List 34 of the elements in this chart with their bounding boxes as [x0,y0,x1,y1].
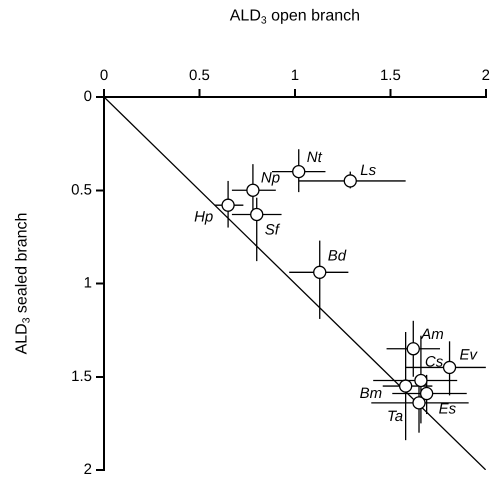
annotation: Cs [424,354,444,371]
annotation: Ev [460,346,479,364]
annotation: Am [420,326,444,343]
point [344,174,357,188]
point [442,360,456,374]
annotation: Sf [264,222,281,239]
point [398,379,412,393]
annotation: Np [260,169,280,186]
annotation: Ls [360,162,377,180]
y-tick-label: 0 [84,88,92,106]
annotation: Bm [360,385,382,402]
point [221,198,235,212]
x-tick-label: 0 [100,67,108,84]
x-tick-label: 1 [290,67,300,84]
y-tick-label: 1 [84,274,92,292]
point [246,184,260,197]
annotation: Bd [328,247,347,264]
point [414,374,428,388]
annotation: Nt [306,148,323,166]
x-tick-label: 0.5 [189,67,210,84]
annotation: Hp [194,208,214,226]
x-tick-label: 2 [482,67,490,84]
point [292,164,306,178]
y-tick-label: 0.5 [71,181,92,198]
annotation: Ta [387,408,404,426]
point [412,396,426,410]
point [313,266,326,279]
y-tick-label: 2 [84,461,92,478]
x-tick-label: 1.5 [380,67,401,84]
y-tick-label: 1.5 [71,368,92,385]
point [406,342,420,356]
point [420,386,434,400]
y-axis-title: ALD3 sealed branch [13,212,33,354]
point [250,208,264,222]
